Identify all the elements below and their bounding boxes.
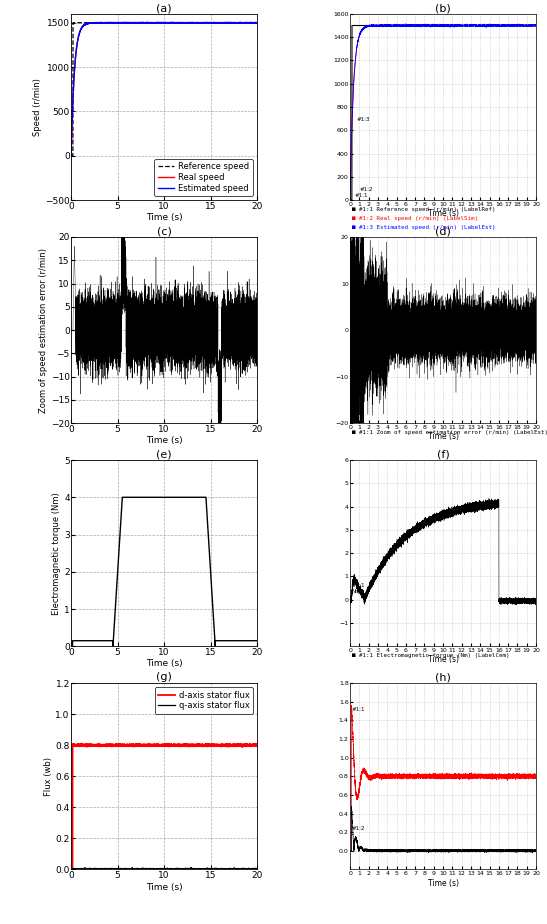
Reference speed <box>89 18 96 29</box>
Text: ■ #1:1 Reference speed (r/min) (LabelRef): ■ #1:1 Reference speed (r/min) (LabelRef… <box>352 207 496 212</box>
Real speed <box>89 18 96 29</box>
X-axis label: Time (s): Time (s) <box>428 879 458 888</box>
d-axis stator flux <box>89 740 96 751</box>
d-axis stator flux <box>230 738 237 749</box>
Title: (a): (a) <box>156 3 172 13</box>
Title: (e): (e) <box>156 449 172 459</box>
Text: #1:1
Nm: #1:1 Nm <box>352 583 365 594</box>
Text: #1:1: #1:1 <box>352 410 365 415</box>
q-axis stator flux <box>147 864 154 875</box>
Title: (g): (g) <box>156 673 172 682</box>
Text: ■ #1:3 Estimated speed (r/min) (LabelEst): ■ #1:3 Estimated speed (r/min) (LabelEst… <box>352 225 496 230</box>
Y-axis label: Flux (wb): Flux (wb) <box>44 757 53 796</box>
q-axis stator flux <box>129 862 136 873</box>
Real speed <box>250 18 257 29</box>
Line: Real speed: Real speed <box>71 23 257 156</box>
Reference speed <box>100 18 107 29</box>
Text: #1:2: #1:2 <box>351 826 365 832</box>
Real speed <box>139 18 146 29</box>
Reference speed <box>230 18 237 29</box>
Line: Reference speed: Reference speed <box>71 23 257 156</box>
Estimated speed <box>139 18 146 29</box>
Line: Estimated speed: Estimated speed <box>71 22 257 156</box>
X-axis label: Time (s): Time (s) <box>146 436 182 445</box>
q-axis stator flux <box>251 864 257 875</box>
Text: #1:2: #1:2 <box>360 187 374 192</box>
X-axis label: Time (s): Time (s) <box>146 213 182 223</box>
Y-axis label: Electromagnetic torque (Nm): Electromagnetic torque (Nm) <box>52 492 61 614</box>
Y-axis label: Zoom of speed estimation error (r/min): Zoom of speed estimation error (r/min) <box>39 248 48 413</box>
Estimated speed <box>147 18 154 29</box>
Reference speed <box>254 18 260 29</box>
Legend: d-axis stator flux, q-axis stator flux: d-axis stator flux, q-axis stator flux <box>155 687 253 713</box>
Reference speed <box>68 151 74 162</box>
d-axis stator flux <box>147 739 154 750</box>
Y-axis label: Speed (r/min): Speed (r/min) <box>33 78 42 136</box>
X-axis label: Time (s): Time (s) <box>428 655 458 664</box>
Estimated speed <box>68 151 74 162</box>
Real speed <box>230 18 237 29</box>
d-axis stator flux <box>254 740 260 751</box>
q-axis stator flux <box>89 864 96 875</box>
Real speed <box>254 18 260 29</box>
Line: d-axis stator flux: d-axis stator flux <box>71 744 257 869</box>
q-axis stator flux <box>139 863 146 874</box>
Line: q-axis stator flux: q-axis stator flux <box>71 868 257 871</box>
Title: (d): (d) <box>435 226 451 237</box>
q-axis stator flux <box>68 864 74 875</box>
Estimated speed <box>247 17 254 28</box>
Title: (c): (c) <box>156 226 172 237</box>
X-axis label: Time (s): Time (s) <box>146 660 182 668</box>
Text: ■ #1:1 Zoom of speed estimation error (r/min) (LabelEst): ■ #1:1 Zoom of speed estimation error (r… <box>352 430 547 435</box>
Estimated speed <box>230 18 237 29</box>
Real speed <box>100 18 107 29</box>
Title: (b): (b) <box>435 3 451 13</box>
X-axis label: Time (s): Time (s) <box>428 210 458 218</box>
Reference speed <box>69 18 76 29</box>
Estimated speed <box>250 18 257 29</box>
X-axis label: Time (s): Time (s) <box>428 432 458 442</box>
d-axis stator flux <box>68 864 74 875</box>
Real speed <box>190 18 196 29</box>
q-axis stator flux <box>230 865 237 876</box>
d-axis stator flux <box>78 738 84 749</box>
Real speed <box>147 18 154 29</box>
q-axis stator flux <box>200 866 206 877</box>
Text: #1:1: #1:1 <box>351 707 365 712</box>
d-axis stator flux <box>100 739 107 750</box>
Text: ■ #1:1 Electromagnetic torque (Nm) (LabelCem): ■ #1:1 Electromagnetic torque (Nm) (Labe… <box>352 653 509 658</box>
Estimated speed <box>100 18 107 29</box>
Real speed <box>68 151 74 162</box>
Reference speed <box>147 18 154 29</box>
d-axis stator flux <box>139 739 146 750</box>
q-axis stator flux <box>100 864 107 875</box>
Reference speed <box>250 18 257 29</box>
q-axis stator flux <box>254 865 260 876</box>
Reference speed <box>139 18 146 29</box>
Title: (h): (h) <box>435 673 451 682</box>
d-axis stator flux <box>250 738 257 749</box>
Text: #1:1: #1:1 <box>354 192 368 198</box>
Estimated speed <box>89 18 96 29</box>
X-axis label: Time (s): Time (s) <box>146 882 182 892</box>
Text: ■ #1:2 Real speed (r/min) (LabelSim): ■ #1:2 Real speed (r/min) (LabelSim) <box>352 216 478 221</box>
Estimated speed <box>254 18 260 29</box>
Legend: Reference speed, Real speed, Estimated speed: Reference speed, Real speed, Estimated s… <box>154 159 253 196</box>
Title: (f): (f) <box>437 449 450 459</box>
Text: #1:3: #1:3 <box>357 117 370 122</box>
